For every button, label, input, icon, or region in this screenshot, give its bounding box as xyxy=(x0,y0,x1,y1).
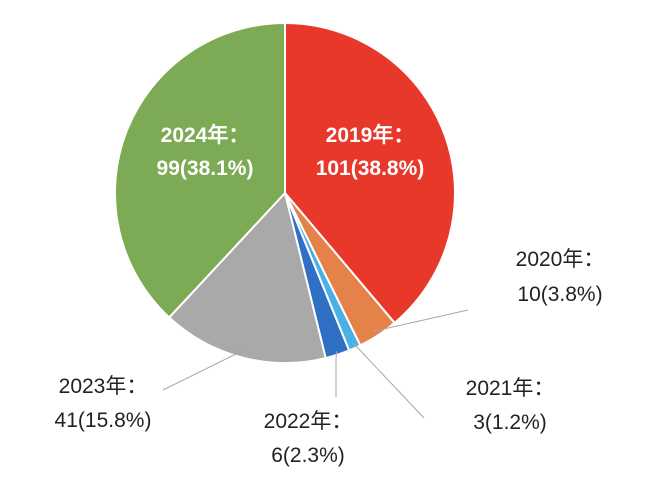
slice-label-3: 2022年： xyxy=(264,410,353,433)
slice-label-5: 2024年： xyxy=(161,123,250,147)
pie-slices xyxy=(113,21,456,364)
slice-value-label-0: 101(38.8%) xyxy=(316,157,425,180)
leader-line-4 xyxy=(162,351,244,391)
slice-value-label-4: 41(15.8%) xyxy=(55,409,152,432)
slice-value-label-3: 6(2.3%) xyxy=(271,444,345,467)
slice-label-0: 2019年： xyxy=(326,123,415,147)
slice-label-2: 2021年： xyxy=(466,377,555,400)
pie-slice-0 xyxy=(284,21,456,325)
leader-line-2 xyxy=(352,342,425,419)
slice-value-label-1: 10(3.8%) xyxy=(517,283,602,306)
leader-lines xyxy=(162,309,469,419)
slice-value-label-5: 99(38.1%) xyxy=(157,157,254,180)
pie-slice-5 xyxy=(113,21,286,319)
slice-labels: 2019年： 101(38.8%) 2020年： 10(3.8%) 2021年： 3(1.… xyxy=(55,123,605,467)
slice-label-1: 2020年： xyxy=(516,248,605,271)
leader-line-1 xyxy=(373,309,469,332)
pie-slice-4 xyxy=(167,190,327,364)
slice-value-label-2: 3(1.2%) xyxy=(473,411,547,434)
leader-line-3 xyxy=(335,351,337,397)
slice-label-4: 2023年： xyxy=(59,375,148,398)
